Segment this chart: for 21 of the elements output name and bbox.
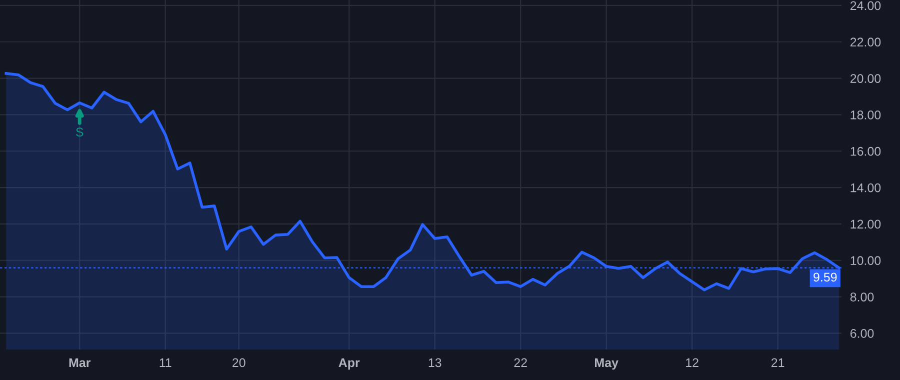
x-tick-label: Mar <box>69 358 91 368</box>
x-tick-label: 20 <box>232 358 246 368</box>
y-tick-label: 6.00 <box>850 329 874 338</box>
y-tick-label: 24.00 <box>850 1 881 10</box>
y-tick-label: 12.00 <box>850 220 881 229</box>
y-tick-label: 14.00 <box>850 183 881 192</box>
ref-line-label: 9.59 <box>814 272 837 282</box>
y-tick-label: 18.00 <box>850 110 881 120</box>
x-tick-label: 22 <box>514 358 527 367</box>
y-tick-label: 20.00 <box>850 74 881 83</box>
x-tick-label: 12 <box>686 358 698 367</box>
y-tick-label: 8.00 <box>850 292 874 302</box>
y-tick-label: 10.00 <box>850 256 881 266</box>
x-tick-label: May <box>595 358 618 370</box>
y-tick-label: 16.00 <box>850 146 881 156</box>
x-tick-label: 11 <box>160 358 172 367</box>
x-tick-label: 21 <box>771 358 784 367</box>
x-tick-label: 13 <box>428 358 442 368</box>
annotation: S <box>76 128 84 137</box>
x-tick-label: Apr <box>338 358 360 370</box>
y-tick-label: 22.00 <box>850 38 881 47</box>
